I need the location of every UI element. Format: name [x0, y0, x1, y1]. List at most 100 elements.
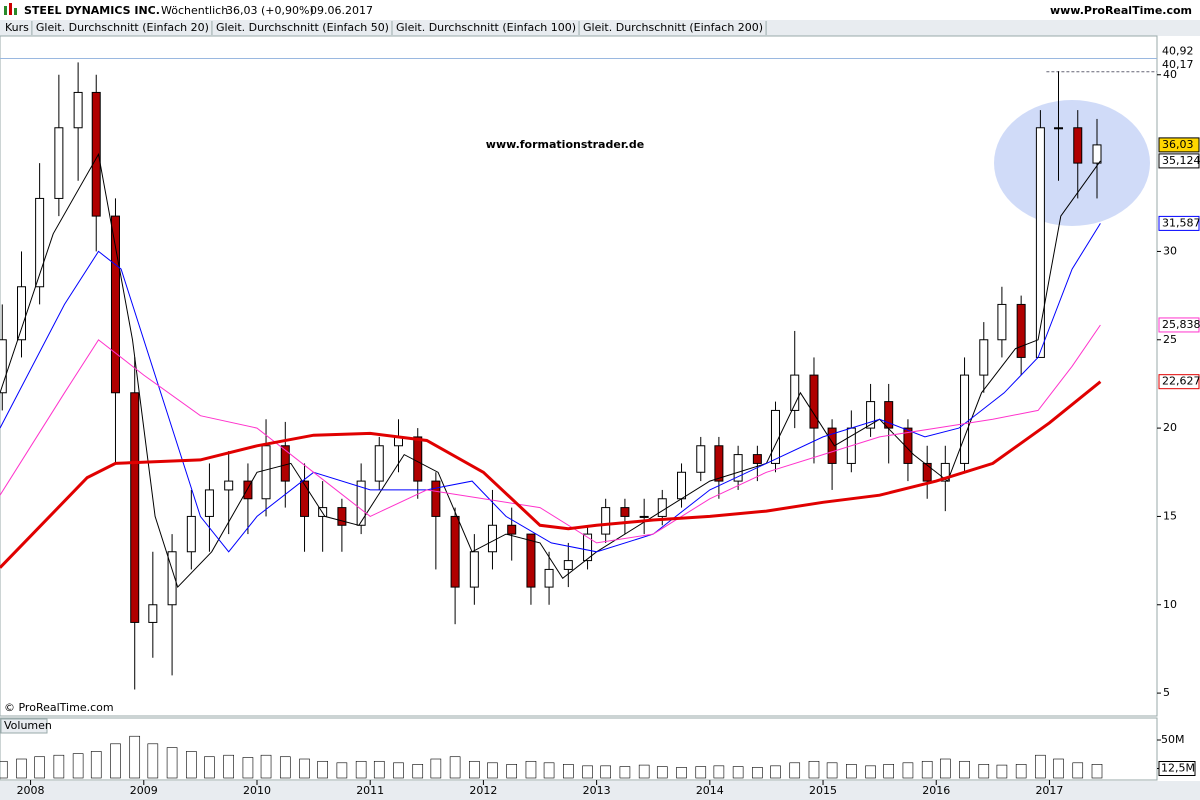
candle-body [960, 374, 970, 464]
y-tick-label: 5 [1163, 686, 1170, 699]
x-tick-label: 2008 [17, 784, 45, 797]
volume-bar [638, 764, 650, 779]
period: Wöchentlich [161, 4, 228, 17]
volume-bar [317, 760, 328, 779]
volume-bar [469, 760, 480, 779]
candle-body [167, 551, 177, 606]
price-label-box [1158, 317, 1200, 333]
candle-body [130, 392, 140, 623]
candle-body [752, 454, 762, 464]
volume-bar [921, 760, 933, 779]
candle-body [657, 498, 667, 517]
volume-bar [393, 762, 404, 779]
candle-body [1016, 303, 1026, 358]
candle-body [91, 91, 101, 217]
candle-body [243, 480, 253, 500]
legend-entry: Gleit. Durchschnitt (Einfach 200) [583, 21, 763, 34]
highlight-ellipse [994, 100, 1150, 226]
volume-bar [299, 758, 310, 779]
candle-body [997, 303, 1007, 341]
y-tick-label: 25 [1163, 333, 1177, 346]
volume-bar [355, 760, 367, 779]
price-label-box [1158, 374, 1200, 390]
volume-bar [373, 760, 385, 779]
legend-entry: Gleit. Durchschnitt (Einfach 100) [396, 21, 576, 34]
legend-entry: Kurs [5, 21, 29, 34]
volume-bar [770, 765, 781, 779]
watermark: www.formationstrader.de [486, 138, 644, 151]
y-tick-label: 12,5M [1161, 762, 1195, 775]
volume-bar [449, 756, 461, 779]
legend-entry: Gleit. Durchschnitt (Einfach 50) [216, 21, 389, 34]
volume-bar [732, 766, 744, 779]
volume-bar [619, 766, 631, 779]
volume-bar [1053, 758, 1064, 779]
volume-bar [902, 762, 914, 779]
candle-body [866, 401, 876, 429]
candle-body [1035, 127, 1045, 358]
volume-bar [110, 743, 121, 779]
y-tick-label: 30 [1163, 244, 1177, 257]
volume-bar [959, 760, 970, 779]
volume-bar [695, 766, 707, 779]
volume-title: Volumen [4, 719, 52, 732]
price-label-box [1158, 137, 1200, 153]
y-tick-label: 10 [1163, 598, 1177, 611]
candle-body [809, 374, 819, 429]
candle-body [507, 524, 517, 535]
volume-bar [72, 753, 84, 779]
volume-bar [336, 762, 348, 779]
price-label: 35,124 [1162, 154, 1200, 167]
candle-body [677, 471, 687, 500]
volume-bar [129, 735, 141, 779]
candle-body [922, 462, 932, 482]
candle-body [204, 489, 214, 517]
volume-bar [166, 747, 178, 779]
x-tick-label: 2014 [696, 784, 724, 797]
volume-bar [0, 760, 8, 779]
x-tick-label: 2016 [922, 784, 950, 797]
price-label: 40,92 [1162, 45, 1194, 58]
x-tick-label: 2015 [809, 784, 837, 797]
volume-bar [752, 767, 763, 779]
candle-body [450, 515, 460, 588]
volume-bar [865, 765, 876, 779]
candle-body [940, 462, 950, 482]
candle-body [790, 374, 800, 411]
volume-bar [713, 765, 725, 779]
volume-bar [600, 765, 611, 779]
y-tick-label: 50M [1161, 733, 1185, 746]
moving-average [0, 380, 1102, 569]
candle-body [148, 604, 158, 623]
candle-body [431, 480, 441, 517]
date: 09.06.2017 [310, 4, 373, 17]
volume-bar [487, 762, 498, 779]
candle-body [413, 436, 423, 482]
candle-body [639, 515, 649, 518]
candle-body [733, 454, 743, 482]
volume-bar [789, 762, 801, 779]
volume-bar [147, 743, 159, 779]
price-label: 25,838 [1162, 318, 1200, 331]
stock-name: STEEL DYNAMICS INC. [24, 4, 160, 17]
y-tick-label: 15 [1163, 509, 1177, 522]
volume-bar [260, 754, 272, 779]
legend-bar [0, 20, 1200, 36]
moving-average [0, 324, 1101, 544]
candle-body [827, 427, 837, 464]
price-label-box [1158, 215, 1200, 231]
candle-body [526, 533, 536, 588]
candle-body [374, 445, 384, 482]
volume-bar [204, 756, 215, 779]
x-tick-label: 2009 [130, 784, 158, 797]
candle-body [337, 507, 347, 526]
price-label: 22,627 [1162, 375, 1200, 388]
candle-body [73, 91, 83, 129]
volume-bar [543, 762, 555, 779]
x-tick-label: 2017 [1035, 784, 1063, 797]
candle-body [544, 568, 554, 588]
volume-bar [16, 758, 27, 779]
candle-body [261, 445, 271, 500]
candle-body [469, 551, 479, 588]
candle-body [696, 445, 706, 473]
